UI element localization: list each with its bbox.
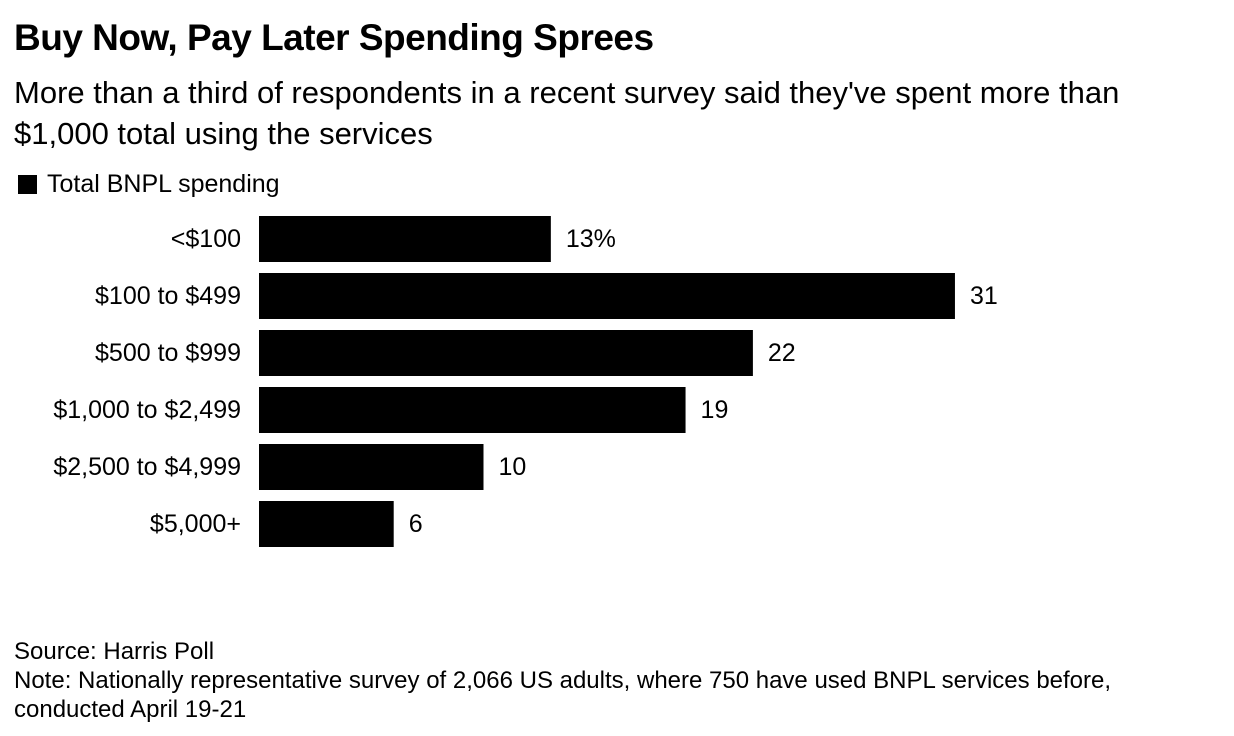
- category-label: $1,000 to $2,499: [53, 396, 241, 424]
- bar-chart: <$100 13% $100 to $499 31 $500 to $999 22 $1,0…: [53, 216, 998, 547]
- category-label: $100 to $499: [95, 282, 241, 310]
- bar: [259, 501, 394, 547]
- chart-legend: Total BNPL spending: [18, 168, 280, 200]
- bar: [259, 444, 484, 490]
- chart-subtitle: More than a third of respondents in a re…: [14, 75, 1120, 151]
- chart-title: Buy Now, Pay Later Spending Sprees: [14, 17, 654, 58]
- bar: [259, 273, 955, 319]
- bar: [259, 330, 753, 376]
- data-label: 13%: [566, 225, 616, 253]
- bar: [259, 216, 551, 262]
- bar: [259, 387, 686, 433]
- category-label: $500 to $999: [95, 339, 241, 367]
- data-label: 19: [701, 396, 729, 424]
- methodology-note: Note: Nationally representative survey o…: [14, 667, 1112, 723]
- data-label: 6: [409, 510, 423, 538]
- data-label: 31: [970, 282, 998, 310]
- source-note: Source: Harris Poll: [14, 638, 215, 665]
- data-label: 22: [768, 339, 796, 367]
- data-label: 10: [499, 453, 527, 481]
- legend-swatch: [18, 174, 37, 194]
- category-label: $5,000+: [150, 510, 241, 538]
- category-label: <$100: [171, 225, 241, 253]
- category-label: $2,500 to $4,999: [53, 453, 241, 481]
- chart-footer: Source: Harris Poll Note: Nationally rep…: [14, 637, 1224, 724]
- legend-label: Total BNPL spending: [47, 170, 280, 198]
